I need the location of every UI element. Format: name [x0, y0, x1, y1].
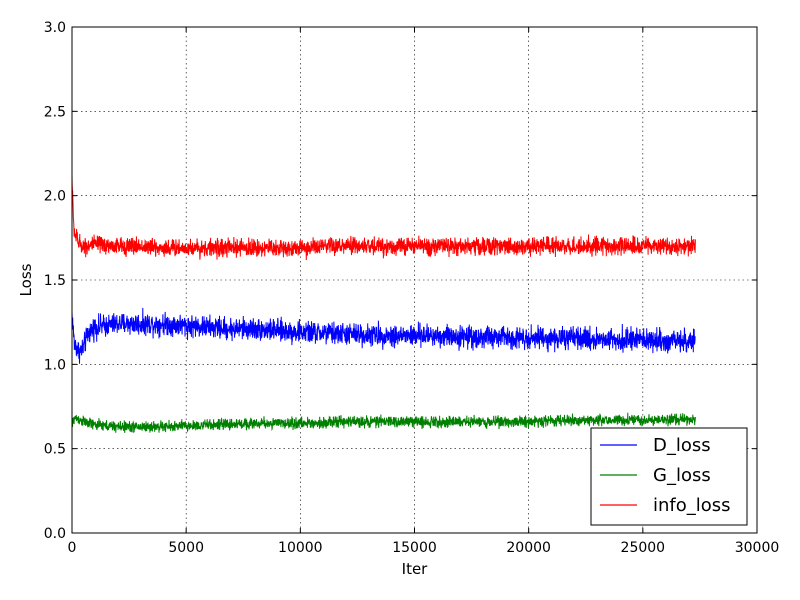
series-line-g-loss	[71, 412, 696, 433]
y-tick-label: 2.5	[44, 104, 66, 120]
x-axis-label: Iter	[402, 560, 429, 578]
series-layer	[71, 174, 696, 433]
series-line-info-loss	[71, 174, 696, 261]
y-axis-label: Loss	[17, 263, 35, 296]
x-tick-label: 10000	[278, 540, 323, 556]
legend-box	[590, 427, 748, 526]
grid-lines	[72, 27, 757, 533]
y-tick-label: 1.5	[44, 273, 66, 289]
x-tick-label: 20000	[506, 540, 551, 556]
y-tick-label: 0.5	[44, 442, 66, 458]
x-tick-label: 0	[68, 540, 77, 556]
ticks: 0 5000 10000 15000 20000 25000 30000 0.0 0.5 1.0 1…	[44, 20, 780, 556]
y-tick-label: 0.0	[44, 526, 66, 542]
legend-label-g-loss: G_loss	[653, 465, 711, 486]
y-tick-label: 2.0	[44, 189, 66, 205]
legend: D_loss G_loss info_loss	[590, 427, 748, 526]
legend-label-info-loss: info_loss	[653, 495, 731, 516]
y-tick-label: 3.0	[44, 20, 66, 36]
series-line-d-loss	[71, 307, 696, 364]
y-tick-label: 1.0	[44, 357, 66, 373]
legend-label-d-loss: D_loss	[653, 435, 711, 456]
x-tick-label: 25000	[621, 540, 666, 556]
x-tick-label: 5000	[168, 540, 204, 556]
x-tick-label: 15000	[392, 540, 437, 556]
x-tick-label: 30000	[735, 540, 780, 556]
